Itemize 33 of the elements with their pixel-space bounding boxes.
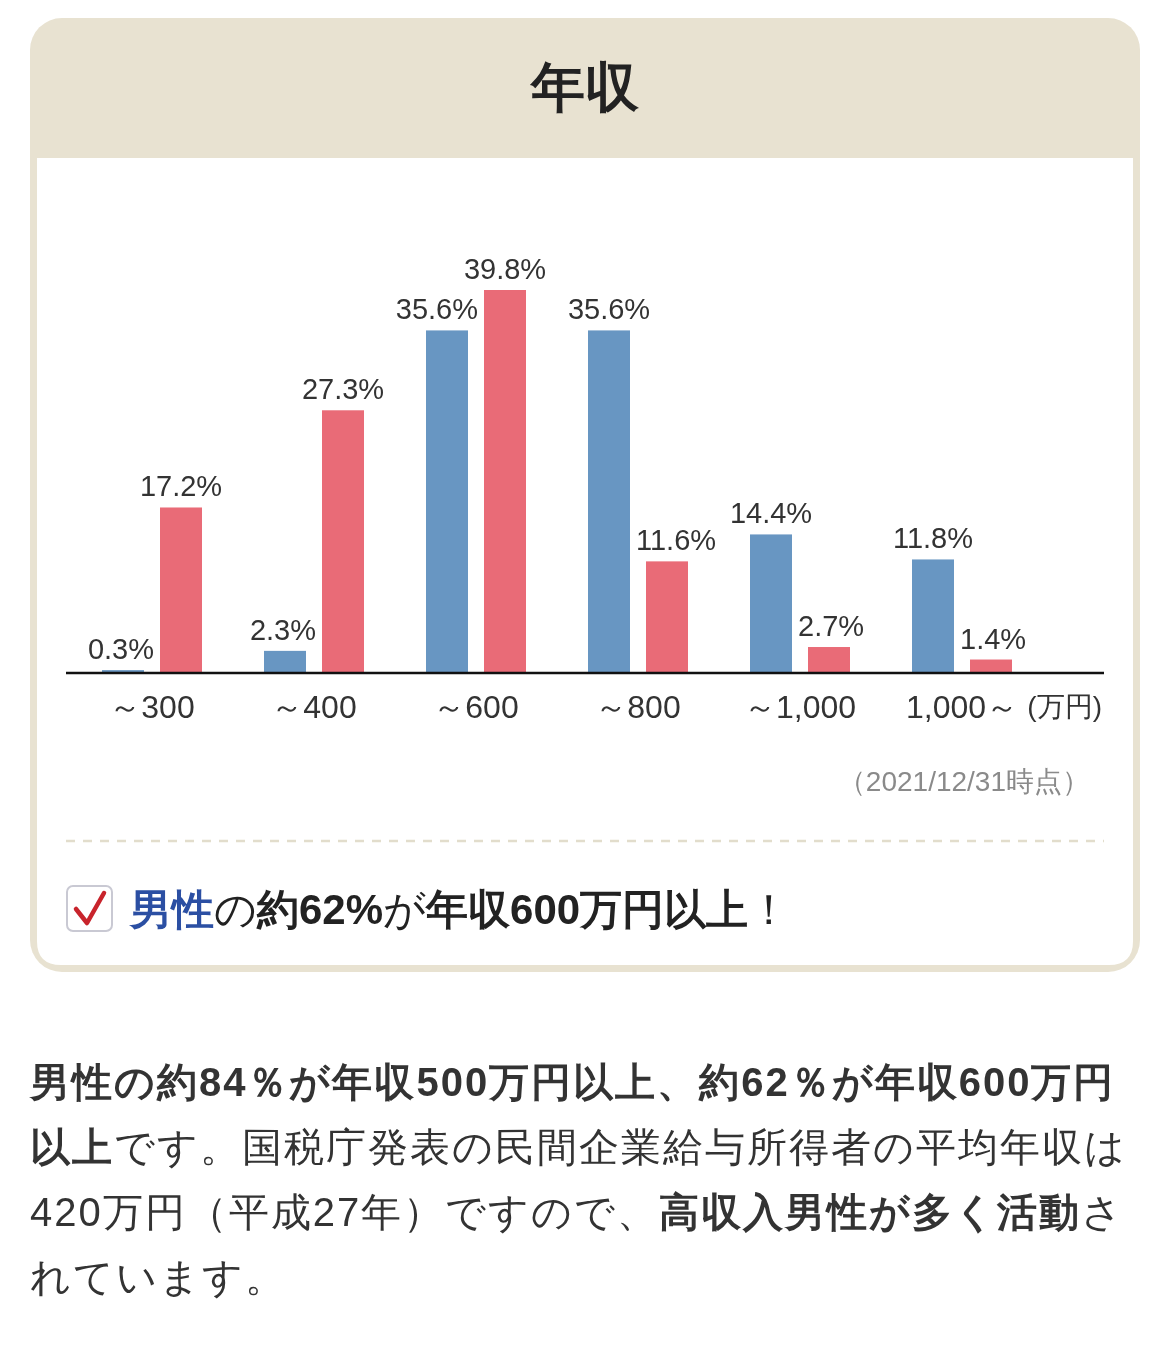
bar [426, 330, 468, 673]
x-tick-label: ～400 [271, 689, 357, 725]
data-label: 35.6% [395, 293, 478, 326]
x-tick-label: ～300 [109, 689, 195, 725]
data-label: 27.3% [301, 373, 385, 406]
chart-title: 年収 [531, 57, 639, 117]
text: （2021/12/31時点） [837, 766, 1090, 797]
data-label: 35.6% [567, 293, 651, 326]
bar [160, 507, 202, 673]
bar [264, 650, 306, 673]
data-label: 11.6% [636, 524, 717, 557]
bar [750, 534, 792, 673]
data-label: 14.4% [729, 497, 813, 530]
text: 男性の約62%が年収600万円以上！ [128, 886, 791, 933]
x-tick-label: ～1,000 [743, 689, 857, 725]
bar [484, 290, 526, 673]
text: 男性の約84％が年収500万円以上、約62％が年収600万円以上です。国税庁発表の民間企業給与所得者の平均年収は420万円（平成27年）ですので、高収入男性が多く活動されています。 [30, 1060, 1127, 1299]
data-label: 2.7% [798, 610, 865, 642]
bar [322, 410, 364, 673]
bar [646, 561, 688, 673]
data-label: 0.3% [87, 633, 154, 666]
bar [588, 330, 630, 673]
data-label: 39.8% [463, 253, 547, 285]
x-axis-title: (万円) [1027, 691, 1102, 722]
data-label: 11.8% [892, 522, 974, 555]
data-label: 2.3% [249, 613, 316, 646]
bar [912, 559, 954, 673]
bar [808, 647, 850, 673]
x-tick-label: ～800 [595, 689, 681, 725]
x-tick-label: ～600 [433, 689, 519, 725]
data-label: 1.4% [960, 622, 1027, 655]
x-tick-label: 1,000～ [905, 689, 1019, 725]
data-label: 17.2% [139, 470, 223, 503]
